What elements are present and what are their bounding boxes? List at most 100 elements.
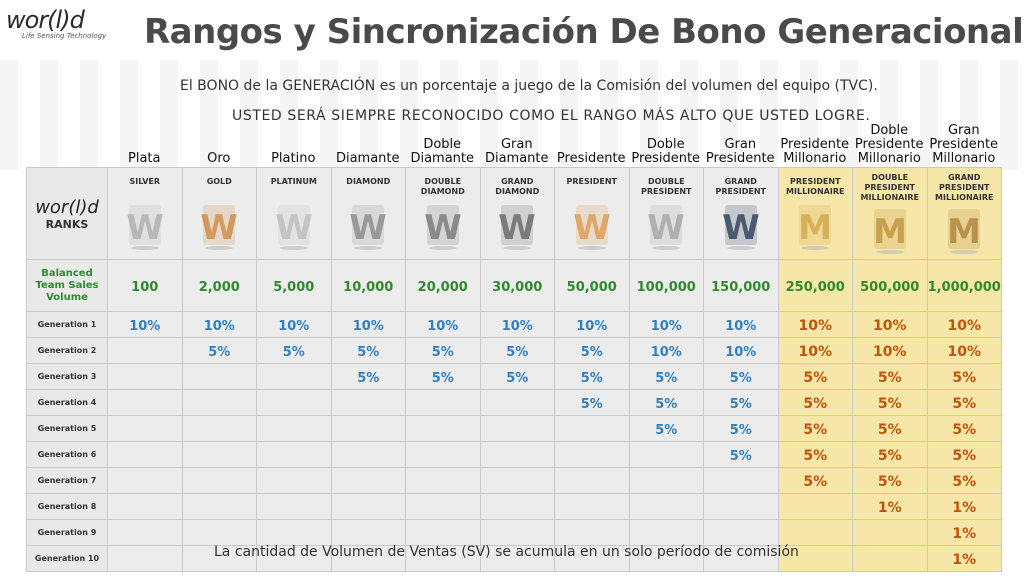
generation-bonus-cell [703, 545, 779, 572]
bonus-percent: 10% [427, 319, 459, 334]
generation-bonus-cell: 5% [330, 363, 406, 390]
bsv-value: 10,000 [343, 280, 394, 295]
generation-bonus-cell [181, 363, 257, 390]
svg-text:W: W [424, 208, 462, 248]
generation-bonus-cell [107, 363, 183, 390]
bonus-percent: 5% [580, 345, 603, 360]
generation-bonus-cell [256, 363, 332, 390]
bsv-value: 20,000 [417, 280, 468, 295]
bonus-percent: 10% [947, 318, 981, 334]
bonus-percent: 10% [352, 319, 384, 334]
generation-row: Generation 8 1% 1% [26, 493, 1002, 520]
generation-bonus-cell [554, 467, 630, 494]
bonus-percent: 5% [357, 371, 380, 386]
page-title: Rangos y Sincronización De Bono Generaci… [144, 12, 1024, 52]
bonus-percent: 5% [655, 371, 678, 386]
svg-text:M: M [798, 208, 832, 248]
ranks-header-cell: wor(l)d RANKS [26, 167, 108, 260]
generation-bonus-cell: 10% [107, 311, 183, 338]
bonus-percent: 10% [501, 319, 533, 334]
generation-bonus-cell [107, 519, 183, 546]
generation-bonus-cell [405, 415, 481, 442]
generation-bonus-cell [256, 389, 332, 416]
generation-bonus-cell [107, 467, 183, 494]
bonus-percent: 5% [803, 396, 828, 412]
generation-bonus-cell [256, 545, 332, 572]
rank-name-es: Gran Presidente [705, 137, 775, 166]
rank-code: GOLD [206, 176, 232, 186]
generation-bonus-cell [330, 467, 406, 494]
generation-label-cell: Generation 10 [26, 545, 108, 572]
bsv-value-cell: 20,000 [405, 259, 481, 312]
generation-bonus-cell [703, 467, 779, 494]
generation-bonus-cell: 5% [479, 363, 555, 390]
bonus-percent: 5% [877, 448, 902, 464]
bonus-percent: 5% [580, 397, 603, 412]
generation-bonus-cell [479, 519, 555, 546]
bsv-value: 500,000 [860, 280, 920, 295]
generation-bonus-cell: 5% [703, 441, 779, 468]
generation-bonus-table: wor(l)d RANKS SILVER W GOLD W PLATINUM W DIAMOND… [26, 167, 1002, 572]
generation-bonus-cell: 5% [926, 415, 1002, 442]
bonus-percent: 5% [877, 370, 902, 386]
rank-name-es: Gran Presidente Millonario [929, 123, 999, 166]
rank-badge-cell: GRAND DIAMOND W [479, 167, 555, 260]
generation-bonus-cell: 5% [852, 467, 928, 494]
generation-bonus-cell: 5% [777, 441, 853, 468]
generation-bonus-cell: 5% [926, 467, 1002, 494]
generation-row: Generation 5 5% 5% 5% 5% 5% [26, 415, 1002, 442]
rank-code: GRAND PRESIDENT [715, 176, 766, 196]
svg-text:M: M [947, 212, 981, 252]
generation-bonus-cell: 5% [852, 389, 928, 416]
bonus-percent: 1% [877, 500, 902, 516]
rank-badge-icon: M [947, 208, 981, 254]
svg-text:W: W [647, 208, 685, 248]
rank-code: DOUBLE DIAMOND [420, 176, 465, 196]
rank-badge-cell: GRAND PRESIDENT MILLIONAIRE M [926, 167, 1002, 260]
bsv-value-cell: 500,000 [852, 259, 928, 312]
generation-bonus-cell [628, 493, 704, 520]
generation-bonus-cell: 10% [703, 311, 779, 338]
background-stripes [0, 60, 1024, 170]
rank-name-es: Presidente [556, 151, 626, 166]
logo-tagline: Life Sensing Technology [22, 32, 107, 40]
generation-bonus-cell [703, 519, 779, 546]
generation-bonus-cell [852, 519, 928, 546]
bonus-percent: 1% [952, 500, 977, 516]
bonus-percent: 1% [952, 552, 977, 568]
generation-bonus-cell: 5% [777, 467, 853, 494]
generation-bonus-cell [554, 493, 630, 520]
bsv-value-cell: 1,000,000 [926, 259, 1002, 312]
generation-bonus-cell [479, 389, 555, 416]
bsv-value: 1,000,000 [927, 280, 1001, 295]
generation-bonus-cell [479, 441, 555, 468]
rank-badge-cell: DOUBLE DIAMOND W [405, 167, 481, 260]
generation-label: Generation 6 [37, 450, 97, 459]
generation-bonus-cell: 10% [703, 337, 779, 364]
bonus-percent: 10% [576, 319, 608, 334]
rank-badge-cell: PRESIDENT MILLIONAIRE M [777, 167, 853, 260]
generation-bonus-cell [703, 493, 779, 520]
rank-badge-cell: GRAND PRESIDENT W [703, 167, 779, 260]
generation-bonus-cell: 1% [926, 545, 1002, 572]
rank-name-es: Plata [128, 151, 161, 166]
generation-bonus-cell: 5% [628, 415, 704, 442]
generation-label-cell: Generation 2 [26, 337, 108, 364]
generation-bonus-cell [330, 415, 406, 442]
bonus-percent: 5% [877, 396, 902, 412]
generation-label-cell: Generation 6 [26, 441, 108, 468]
rank-badge-icon: W [349, 204, 387, 250]
rank-badge-icon: W [200, 204, 238, 250]
generation-row: Generation 1 10% 10% 10% 10% 10% 10% 10% 10% 10% 1… [26, 311, 1002, 338]
logo-text: wor(l)d [6, 6, 85, 34]
bonus-percent: 10% [278, 319, 310, 334]
rank-code: GRAND PRESIDENT MILLIONAIRE [935, 172, 994, 202]
bonus-percent: 5% [803, 448, 828, 464]
generation-bonus-cell [405, 493, 481, 520]
bonus-percent: 5% [877, 422, 902, 438]
rank-name-es: Diamante [335, 151, 400, 166]
generation-bonus-cell: 5% [554, 337, 630, 364]
bsv-value: 5,000 [273, 280, 315, 295]
bonus-percent: 5% [506, 345, 529, 360]
generation-bonus-cell: 5% [703, 415, 779, 442]
